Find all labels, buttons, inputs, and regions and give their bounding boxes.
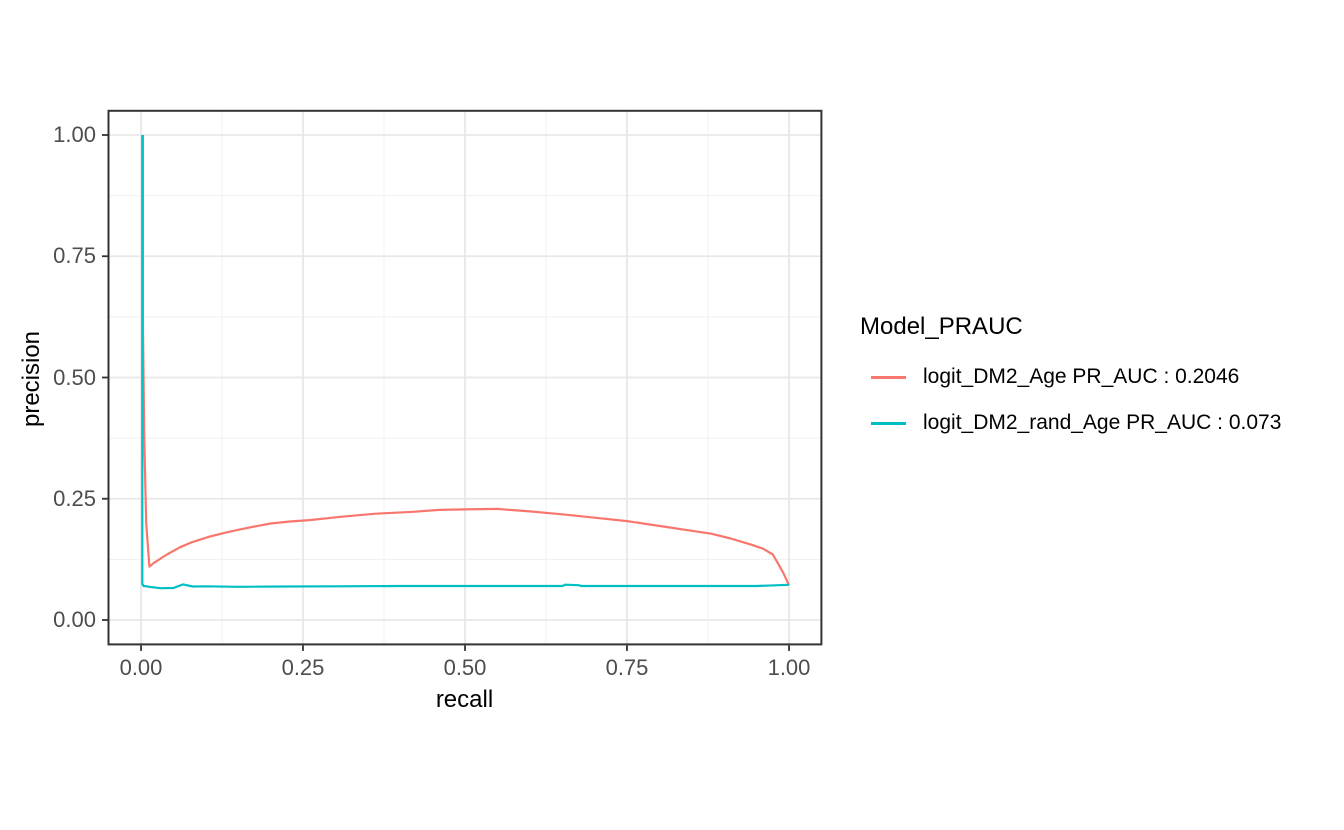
legend-entry-logit-dm2-rand-age: logit_DM2_rand_Age PR_AUC : 0.073 — [860, 408, 1281, 438]
x-tick-label: 0.25 — [281, 655, 325, 680]
legend-key-slot — [871, 421, 906, 425]
y-tick-label: 0.50 — [53, 364, 96, 390]
panel-border — [107, 109, 823, 646]
x-tick-label: 0.00 — [119, 655, 163, 680]
legend: Model_PRAUC logit_DM2_Age PR_AUC : 0.204… — [860, 313, 1281, 438]
x-axis-title: recall — [435, 686, 494, 713]
series-line-logit_DM2_rand_Age — [141, 135, 790, 590]
legend-key-slot — [871, 375, 906, 379]
legend-line-icon — [871, 375, 906, 379]
legend-line-icon — [871, 421, 906, 425]
series-line-logit_DM2_Age — [141, 135, 790, 586]
legend-label: logit_DM2_Age PR_AUC : 0.2046 — [923, 365, 1240, 388]
x-tick-label: 0.75 — [605, 655, 649, 680]
legend-entry-logit-dm2-age: logit_DM2_Age PR_AUC : 0.2046 — [860, 362, 1281, 392]
y-tick-label: 0.75 — [53, 243, 96, 269]
y-tick-label: 0.00 — [53, 607, 96, 632]
legend-label: logit_DM2_rand_Age PR_AUC : 0.073 — [923, 411, 1282, 434]
legend-title: Model_PRAUC — [860, 313, 1023, 340]
x-tick-label: 1.00 — [767, 655, 811, 680]
x-tick-label: 0.50 — [443, 655, 487, 680]
y-tick-label: 0.25 — [53, 485, 96, 511]
y-tick-label: 1.00 — [53, 122, 96, 147]
